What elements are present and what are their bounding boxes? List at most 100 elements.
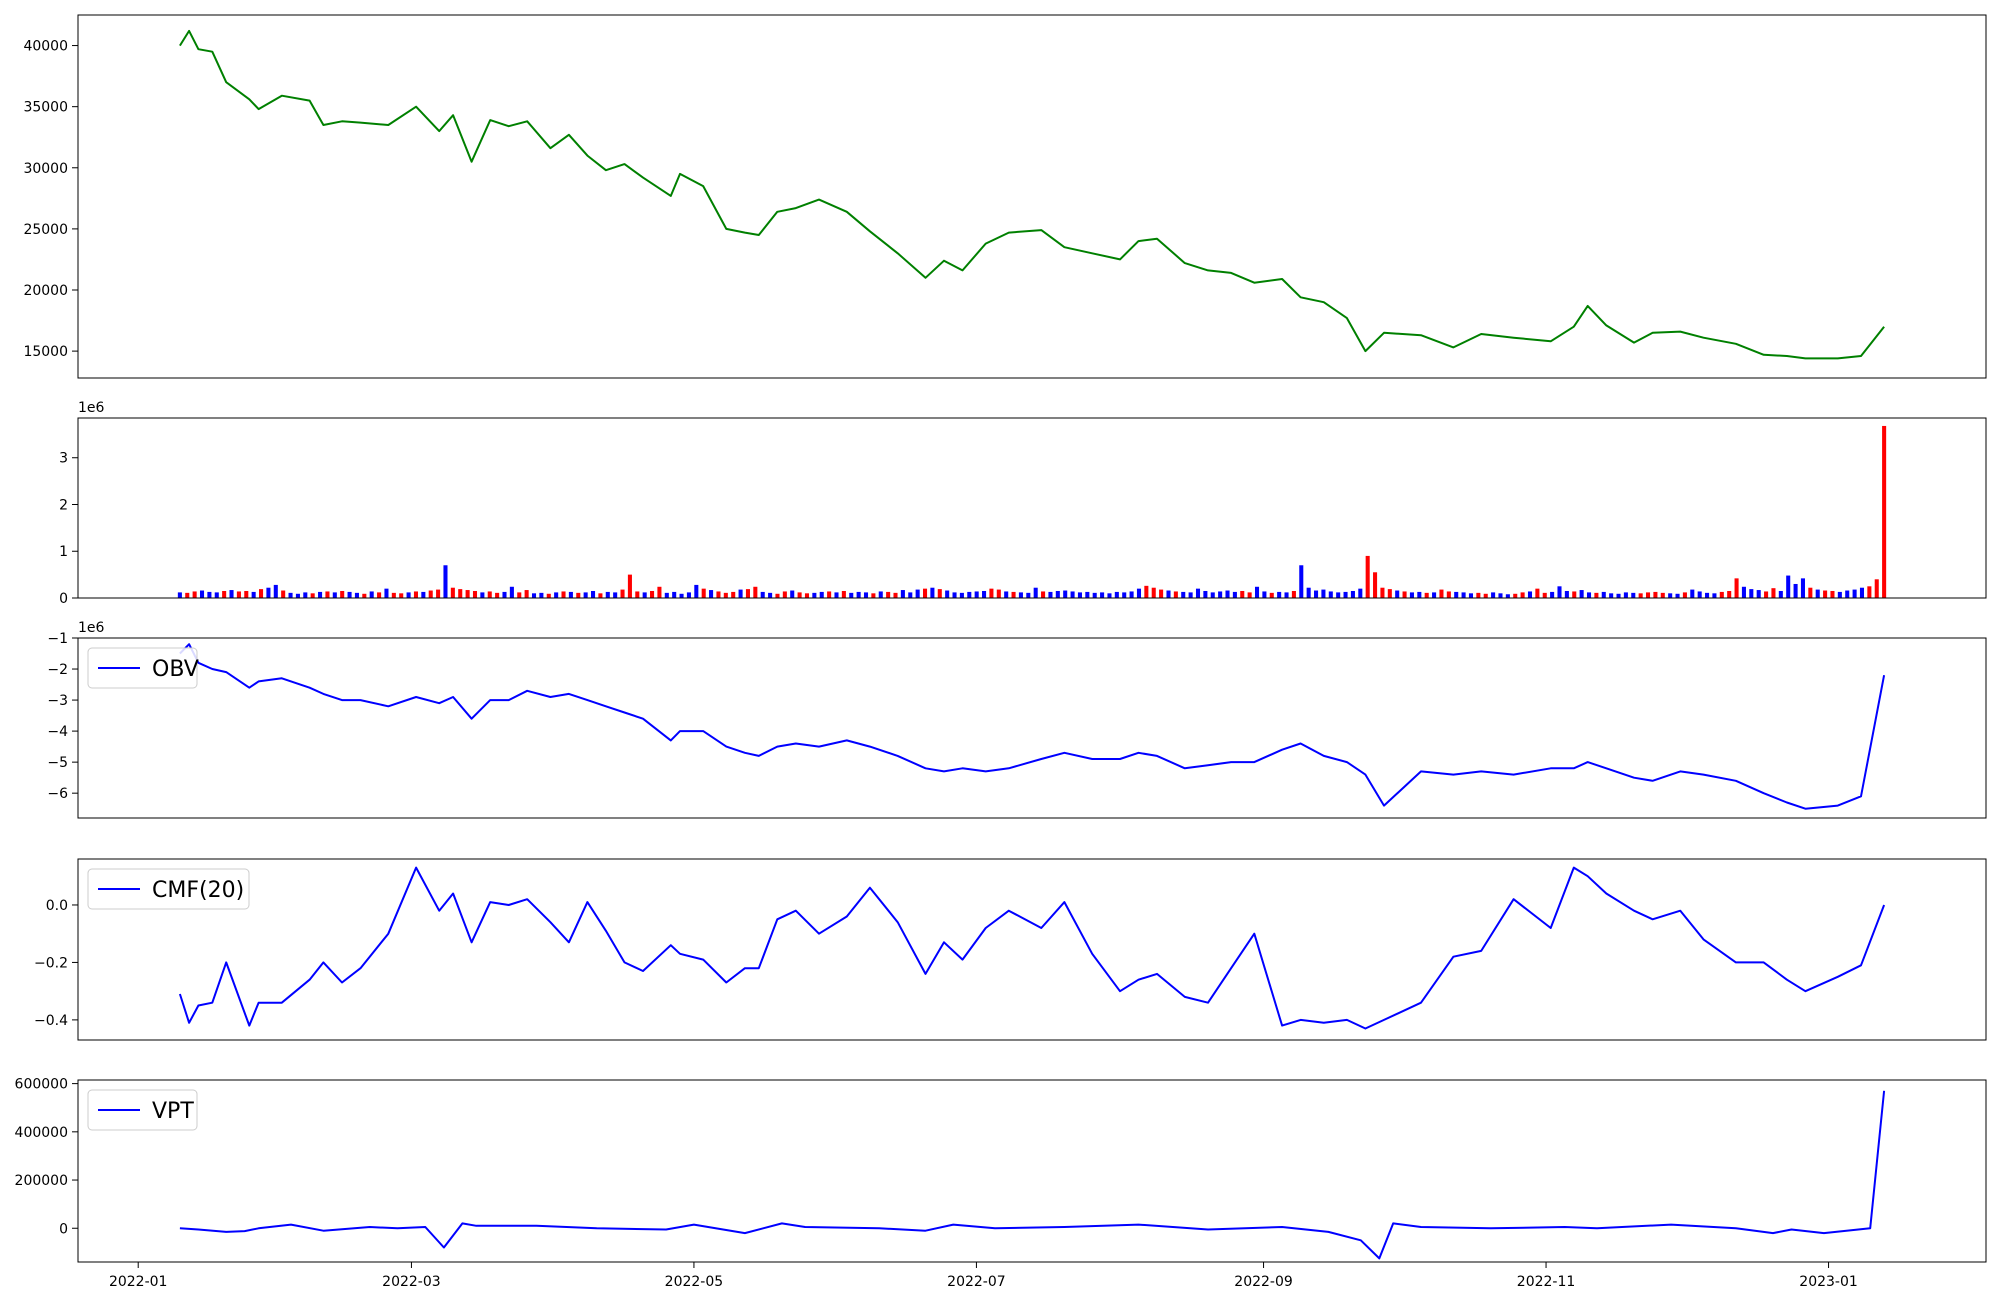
volume-bar — [517, 592, 522, 598]
volume-bar — [967, 591, 972, 598]
volume-bar — [1026, 592, 1031, 598]
volume-bar — [1144, 585, 1149, 598]
volume-bar — [738, 589, 743, 598]
volume-bar — [1550, 591, 1555, 598]
volume-y-tick-label: 0 — [59, 591, 68, 607]
volume-bar — [1705, 592, 1710, 598]
volume-bar — [716, 591, 721, 598]
x-tick-label: 2023-01 — [1799, 1274, 1858, 1290]
volume-bar — [1682, 592, 1687, 598]
volume-bar — [576, 592, 581, 598]
vpt-series-line — [179, 1090, 1886, 1260]
volume-bar — [841, 590, 846, 598]
volume-bar — [819, 591, 824, 598]
vpt-y-tick-label: 400000 — [15, 1125, 68, 1141]
volume-bar — [1085, 591, 1090, 598]
volume-bar — [1513, 593, 1518, 598]
volume-bar — [709, 590, 714, 598]
volume-bar — [598, 593, 603, 598]
volume-bars-group — [177, 425, 1887, 598]
volume-bar — [1623, 592, 1628, 598]
volume-bar — [1778, 590, 1783, 598]
volume-bar — [288, 592, 293, 598]
cmf-panel-frame — [77, 858, 1987, 1041]
volume-bar — [266, 587, 271, 598]
volume-bar — [1557, 586, 1562, 598]
volume-bar — [1800, 578, 1805, 598]
price-y-tick-label: 30000 — [23, 161, 68, 177]
volume-bar — [214, 592, 219, 598]
volume-bar — [458, 589, 463, 598]
volume-bar — [1387, 589, 1392, 598]
x-tick-label: 2022-07 — [947, 1274, 1006, 1290]
volume-bar — [1018, 592, 1023, 598]
obv-panel: −6 −5 −4 −3 −2 −1 1e6 OBV — [47, 620, 1987, 819]
vpt-y-tick-label: 0 — [59, 1221, 68, 1237]
volume-bar — [1756, 590, 1761, 598]
volume-bar — [1483, 593, 1488, 598]
volume-bar — [450, 587, 455, 598]
volume-bar — [1852, 589, 1857, 598]
volume-bar — [1815, 589, 1820, 598]
volume-bar — [664, 592, 669, 598]
volume-bar — [310, 593, 315, 598]
volume-bar — [480, 592, 485, 598]
volume-bar — [1277, 591, 1282, 598]
volume-bar — [1306, 587, 1311, 598]
volume-bar — [672, 591, 677, 598]
volume-bar — [1417, 591, 1422, 598]
volume-bar — [1638, 593, 1643, 598]
volume-bar — [620, 589, 625, 598]
volume-bar — [627, 574, 632, 598]
volume-bar — [937, 589, 942, 598]
vpt-legend: VPT — [87, 1089, 198, 1131]
volume-bar — [1159, 589, 1164, 598]
volume-bar — [1874, 579, 1879, 598]
volume-bar — [325, 591, 330, 598]
volume-bar — [1491, 592, 1496, 598]
volume-bar — [1675, 593, 1680, 598]
volume-bar — [679, 593, 684, 598]
volume-bar — [782, 591, 787, 598]
volume-bar — [1122, 592, 1127, 598]
volume-bar — [1328, 591, 1333, 598]
volume-bar — [723, 592, 728, 598]
volume-bar — [369, 591, 374, 598]
volume-bar — [1668, 593, 1673, 598]
volume-bar — [745, 589, 750, 598]
volume-bar — [347, 591, 352, 598]
vpt-panel-frame — [77, 1079, 1987, 1263]
volume-bar — [354, 592, 359, 598]
volume-bar — [1181, 591, 1186, 598]
volume-bar — [443, 565, 448, 598]
volume-bar — [827, 591, 832, 598]
volume-bar — [804, 593, 810, 598]
volume-bar — [1247, 592, 1252, 598]
volume-bar — [1004, 591, 1009, 598]
obv-offset-label: 1e6 — [78, 620, 105, 636]
volume-bar — [531, 593, 537, 598]
volume-bar — [1402, 591, 1407, 598]
price-panel-frame — [77, 14, 1987, 379]
volume-bar — [177, 592, 182, 598]
volume-bar — [1697, 591, 1702, 598]
volume-bar — [1786, 575, 1791, 598]
volume-bar — [391, 592, 396, 598]
volume-bar — [1498, 593, 1503, 598]
price-panel: 15000 20000 25000 30000 35000 40000 — [23, 14, 1987, 379]
volume-bar — [893, 592, 898, 598]
volume-bar — [1468, 593, 1473, 598]
volume-bar — [1830, 590, 1835, 598]
volume-bar — [413, 591, 418, 598]
volume-bar — [1572, 591, 1577, 598]
volume-bar — [1077, 592, 1082, 598]
cmf-line-group — [178, 866, 1886, 1030]
volume-bar — [1321, 589, 1326, 598]
volume-bar — [1476, 592, 1481, 598]
volume-bar — [332, 592, 337, 598]
volume-bar — [1033, 587, 1038, 598]
volume-bar — [1439, 589, 1444, 598]
volume-bar — [1535, 588, 1540, 598]
volume-bar — [207, 591, 212, 598]
volume-bar — [1882, 425, 1887, 598]
